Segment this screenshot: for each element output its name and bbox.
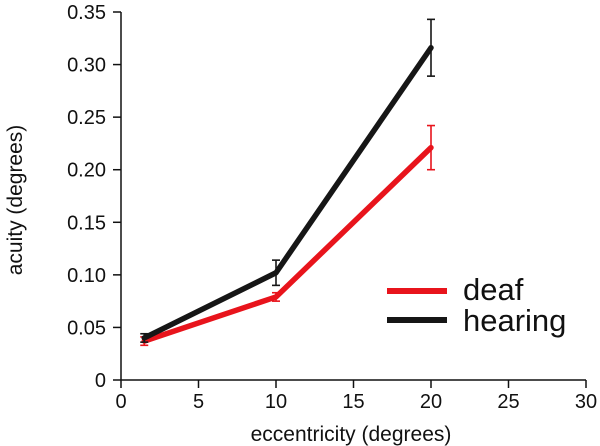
error-bar-hearing (140, 332, 149, 343)
y-tick-label: 0.15 (67, 212, 106, 234)
x-axis-title: eccentricity (degrees) (251, 423, 452, 446)
y-tick-label: 0.30 (67, 55, 106, 77)
series-line-deaf (141, 144, 434, 344)
y-tick-label: 0.05 (67, 317, 106, 339)
series-deaf (140, 124, 435, 347)
series-layer (140, 18, 435, 347)
error-bar-deaf (272, 291, 280, 302)
y-tick-label: 0 (95, 370, 106, 392)
y-tick-label: 0.25 (67, 107, 106, 129)
x-tick-label: 5 (193, 391, 204, 413)
series-hearing (140, 18, 435, 343)
x-tick-label: 30 (575, 391, 597, 413)
x-tick-label: 10 (265, 391, 287, 413)
x-tick-label: 20 (420, 391, 442, 413)
y-axis-title: acuity (degrees) (4, 125, 27, 276)
y-tick-label: 0.35 (67, 2, 106, 24)
y-axis-ticks: 0 0.05 0.10 0.15 0.20 0.25 0.30 0.35 (67, 2, 121, 392)
legend-label-deaf: deaf (463, 272, 524, 307)
legend: deaf hearing (387, 272, 566, 338)
x-tick-label: 25 (497, 391, 519, 413)
x-tick-label: 15 (342, 391, 364, 413)
x-axis-ticks: 0 5 10 15 20 25 30 (115, 380, 597, 413)
error-bar-hearing (272, 259, 280, 287)
x-tick-label: 0 (115, 391, 126, 413)
error-bar-deaf (427, 124, 435, 171)
y-tick-label: 0.10 (67, 265, 106, 287)
y-tick-label: 0.20 (67, 160, 106, 182)
legend-label-hearing: hearing (463, 303, 566, 338)
error-bar-hearing (427, 18, 435, 77)
